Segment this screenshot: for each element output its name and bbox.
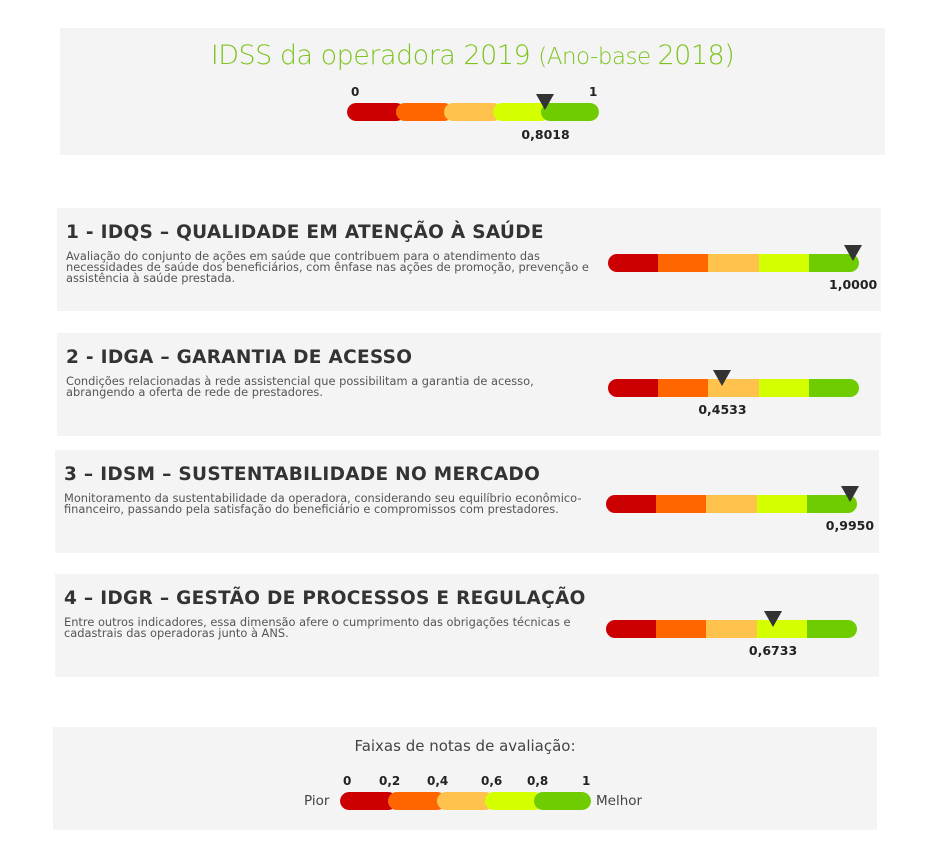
scale-max-label: 1 xyxy=(589,85,598,99)
header-panel: IDSS da operadora 2019 (Ano-base 2018) 0… xyxy=(60,28,885,155)
score-bar xyxy=(606,495,857,513)
band-2 xyxy=(436,792,495,810)
legend-tick: 1 xyxy=(582,774,591,788)
band-1 xyxy=(388,792,446,810)
band-1 xyxy=(656,495,707,513)
score-bar xyxy=(606,620,857,638)
band-4 xyxy=(806,620,857,638)
band-3 xyxy=(756,495,807,513)
page-title: IDSS da operadora 2019 (Ano-base 2018) xyxy=(60,40,885,71)
indicator-title: 4 – IDGR – GESTÃO DE PROCESSOS E REGULAÇ… xyxy=(64,588,586,609)
legend-tick: 0,8 xyxy=(527,774,549,788)
indicator-description: Entre outros indicadores, essa dimensão … xyxy=(64,615,571,640)
legend-tick: 0,2 xyxy=(379,774,401,788)
band-0 xyxy=(608,254,659,272)
indicator-card: 4 – IDGR – GESTÃO DE PROCESSOS E REGULAÇ… xyxy=(55,574,879,677)
legend-bar xyxy=(340,792,591,810)
band-0 xyxy=(606,495,657,513)
worst-label: Pior xyxy=(304,793,330,809)
band-1 xyxy=(656,620,707,638)
indicator-card: 2 - IDGA – GARANTIA DE ACESSO Condições … xyxy=(57,333,881,436)
indicator-title: 2 - IDGA – GARANTIA DE ACESSO xyxy=(66,347,413,368)
legend-title: Faixas de notas de avaliação: xyxy=(354,737,576,755)
indicator-score-value: 1,0000 xyxy=(829,277,878,292)
indicator-score-value: 0,6733 xyxy=(748,643,798,658)
legend-tick: 0 xyxy=(343,774,352,788)
band-1 xyxy=(658,254,709,272)
indicator-description: Monitoramento da sustentabilidade da ope… xyxy=(64,491,582,516)
band-1 xyxy=(658,379,709,397)
band-1 xyxy=(395,103,454,121)
band-4 xyxy=(533,792,591,810)
scale-min-label: 0 xyxy=(351,85,360,99)
title-main: IDSS da operadora 2019 xyxy=(210,40,531,71)
indicator-score-value: 0,9950 xyxy=(825,518,875,533)
band-2 xyxy=(444,103,502,121)
indicator-score-value: 0,4533 xyxy=(698,402,747,417)
score-bar xyxy=(608,254,859,272)
band-4 xyxy=(541,103,599,121)
title-subtitle: (Ano-base 2018) xyxy=(538,40,735,71)
band-0 xyxy=(340,792,398,810)
band-3 xyxy=(485,792,543,810)
score-marker-icon xyxy=(763,611,782,627)
band-2 xyxy=(708,254,759,272)
score-bar xyxy=(347,103,599,121)
legend-panel: Faixas de notas de avaliação: 0 0,2 0,4 … xyxy=(53,727,877,830)
indicator-description: Condições relacionadas à rede assistenci… xyxy=(66,374,534,399)
band-3 xyxy=(758,254,809,272)
score-marker-icon xyxy=(844,245,862,261)
band-0 xyxy=(347,103,405,121)
score-bar xyxy=(608,379,859,397)
band-4 xyxy=(808,379,859,397)
indicator-card: 1 - IDQS – QUALIDADE EM ATENÇÃO À SAÚDE … xyxy=(57,208,881,311)
score-marker-icon xyxy=(536,94,555,110)
indicator-card: 3 – IDSM – SUSTENTABILIDADE NO MERCADO M… xyxy=(55,450,879,553)
band-0 xyxy=(606,620,657,638)
overall-score-value: 0,8018 xyxy=(521,127,570,142)
legend-tick: 0,4 xyxy=(427,774,449,788)
band-3 xyxy=(492,103,551,121)
band-3 xyxy=(758,379,809,397)
score-marker-icon xyxy=(840,486,859,502)
indicator-title: 3 – IDSM – SUSTENTABILIDADE NO MERCADO xyxy=(64,464,541,485)
band-2 xyxy=(706,620,757,638)
score-marker-icon xyxy=(713,370,732,386)
indicator-title: 1 - IDQS – QUALIDADE EM ATENÇÃO À SAÚDE xyxy=(66,222,544,243)
band-0 xyxy=(608,379,659,397)
indicator-description: Avaliação do conjunto de ações em saúde … xyxy=(66,249,589,285)
band-2 xyxy=(706,495,757,513)
best-label: Melhor xyxy=(596,793,643,809)
legend-tick: 0,6 xyxy=(481,774,503,788)
